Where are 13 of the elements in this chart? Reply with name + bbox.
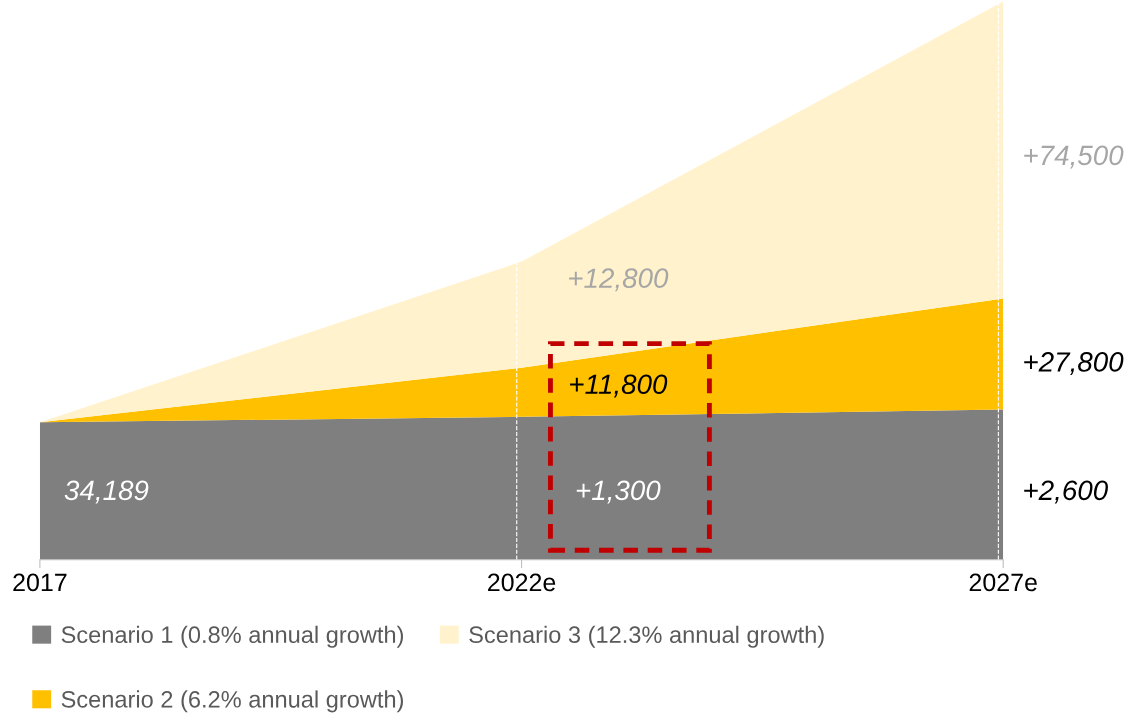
- annotation: 34,189: [64, 480, 149, 504]
- annotation: +1,300: [576, 480, 661, 504]
- annotation: +74,500: [1024, 145, 1124, 169]
- x-tick-label: 2022e: [488, 573, 556, 592]
- annotation: +2,600: [1024, 480, 1108, 504]
- annotation: +12,800: [569, 268, 669, 292]
- legend-label: Scenario 3 (12.3% annual growth): [469, 625, 824, 648]
- legend-label: Scenario 2 (6.2% annual growth): [61, 690, 403, 713]
- x-tick-label: 2017: [13, 573, 67, 592]
- annotation: +11,800: [570, 374, 668, 398]
- legend-label: Scenario 1 (0.8% annual growth): [61, 625, 403, 648]
- annotation: +27,800: [1024, 352, 1124, 376]
- x-tick-label: 2027e: [969, 573, 1037, 592]
